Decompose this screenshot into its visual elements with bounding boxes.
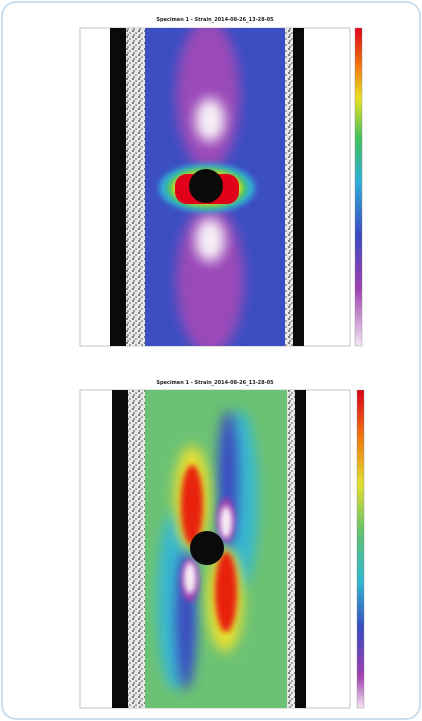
- strain-map-bottom: Specimen 1 - Strain_2014-08-26_13-28-05: [79, 380, 365, 709]
- strain-map-top: Specimen 1 - Strain_2014-08-26_13-28-05: [79, 17, 363, 347]
- figure-title: Specimen 1 - Strain_2014-08-26_13-28-05: [156, 380, 274, 386]
- figure-title: Specimen 1 - Strain_2014-08-26_13-28-05: [156, 17, 274, 23]
